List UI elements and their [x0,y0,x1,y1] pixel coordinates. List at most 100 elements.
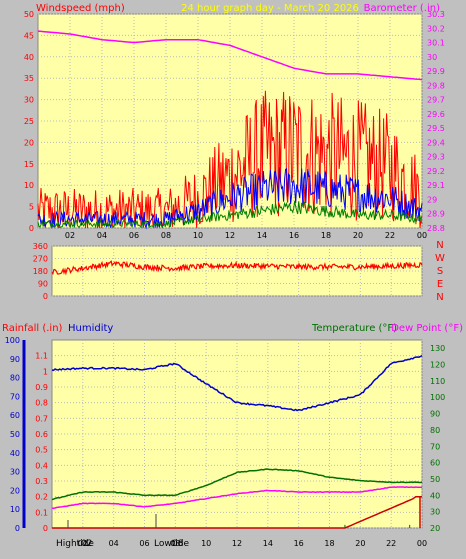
wind-gust-line [37,90,423,229]
temperature-line [51,468,423,501]
low-tide-time: 08 [172,539,184,549]
direction-axes: 0 90 180 270 360 [33,242,48,301]
barometer-tick-label: 29.7 [427,96,445,105]
compass-label: N [436,240,443,251]
rain-y-tick-label: 0.2 [35,493,48,502]
wind-x-tick-label: 06 [129,231,139,240]
wind-y-tick-label: 10 [24,181,34,190]
wind-y-tick-label: 0 [29,224,34,233]
direction-y-tick-label: 360 [33,242,48,251]
rain-y-tick-label: 0.7 [35,414,48,423]
rain-y-tick-label: 0.6 [35,430,48,439]
rain-y-tick-label: 1.1 [35,352,48,361]
temp-x-tick-label: 18 [324,539,334,548]
rainfall-label: Rainfall (.in) [2,323,63,334]
temp-x-tick-label: 08 [170,539,180,548]
barometer-tick-label: 29.3 [427,153,445,162]
barometer-tick-label: 29.8 [427,81,445,90]
temp-y-tick-label: 110 [430,377,445,386]
humidity-y-tick-label: 70 [10,392,20,401]
wind-x-tick-label: 02 [65,231,75,240]
temp-x-tick-label: 16 [294,539,304,548]
barometer-tick-label: 30 [427,53,437,62]
barometer-tick-label: 29.1 [427,181,445,190]
wind-x-tick-label: 10 [193,231,203,240]
temp-x-tick-label: 06 [139,539,149,548]
wind-y-tick-label: 30 [24,96,34,105]
barometer-tick-label: 28.8 [427,224,445,233]
barometer-line [37,30,423,81]
rain-y-tick-label: 0.1 [35,508,48,517]
wind-y-tick-label: 45 [24,31,34,40]
wind-gridlines [38,13,423,229]
temp-series [51,355,423,529]
temp-y-tick-label: 70 [430,442,440,451]
barometer-tick-label: 29.4 [427,138,445,147]
wind-low-line [37,200,423,229]
graph-title: 24 hour graph day - March 20 2026 [181,3,359,14]
wind-direction-line [51,260,423,276]
rain-y-tick-label: 0.5 [35,446,48,455]
temp-y-tick-label: 50 [430,475,440,484]
temp-axes: 010203040506070809010000.10.20.30.40.50.… [5,336,446,548]
wind-y-tick-label: 5 [29,203,34,212]
temp-y-tick-label: 120 [430,361,445,370]
temp-y-tick-label: 100 [430,393,445,402]
barometer-tick-label: 29.5 [427,124,445,133]
temp-x-tick-label: 12 [232,539,242,548]
humidity-y-tick-label: 50 [10,430,20,439]
humidity-y-tick-label: 40 [10,449,20,458]
barometer-tick-label: 29 [427,195,437,204]
temp-x-tick-label: 00 [417,539,427,548]
rainfall-line [52,495,422,529]
barometer-tick-label: 29.6 [427,110,445,119]
wind-y-tick-label: 35 [24,74,34,83]
barometer-label: Barometer (.in) [364,3,440,14]
temperature-label: Temperature (°F) [311,323,397,334]
temp-y-tick-label: 40 [430,491,440,500]
temp-x-tick-label: 02 [78,539,88,548]
wind-average-line [37,167,423,230]
humidity-y-tick-label: 10 [10,505,20,514]
high-tide-label: Hightide [56,539,94,549]
humidity-line [51,355,423,412]
temp-y-tick-label: 20 [430,524,440,533]
wind-x-tick-label: 16 [289,231,299,240]
direction-y-tick-label: 180 [33,267,48,276]
temp-y-tick-label: 80 [430,426,440,435]
rain-y-tick-label: 0.4 [35,461,48,470]
temp-x-tick-label: 22 [386,539,396,548]
barometer-tick-label: 28.9 [427,210,445,219]
temp-y-tick-label: 60 [430,459,440,468]
wind-x-tick-label: 20 [353,231,363,240]
direction-series [51,260,423,276]
wind-x-tick-label: 00 [417,231,427,240]
wind-y-tick-label: 25 [24,117,34,126]
wind-x-tick-label: 14 [257,231,267,240]
temp-x-tick-label: 04 [109,539,119,548]
barometer-tick-label: 29.2 [427,167,445,176]
wind-y-tick-label: 40 [24,53,34,62]
rain-y-tick-label: 0.9 [35,383,48,392]
humidity-y-tick-label: 100 [5,336,20,345]
barometer-tick-label: 30.3 [427,10,445,19]
wind-y-tick-label: 20 [24,138,34,147]
dewpoint-line [51,486,423,510]
humidity-y-tick-label: 60 [10,411,20,420]
barometer-tick-label: 30.1 [427,39,445,48]
direction-y-tick-label: 90 [38,280,48,289]
wind-axes: 0 5 10 15 20 25 30 35 40 45 50 28.8 28.9 29 29.1 29.2 29… [24,10,445,240]
wind-x-tick-label: 18 [321,231,331,240]
compass-label: N [436,292,443,303]
temp-y-tick-label: 90 [430,410,440,419]
humidity-y-tick-label: 0 [15,524,20,533]
humidity-y-tick-label: 90 [10,355,20,364]
windspeed-label: Windspeed (mph) [36,3,125,14]
low-tide-label: Lowtide [154,539,189,549]
direction-y-tick-label: 270 [33,255,48,264]
compass-label: W [435,253,445,264]
temp-x-tick-label: 10 [201,539,211,548]
rain-y-tick-label: 0.8 [35,399,48,408]
direction-y-tick-label: 0 [43,292,48,301]
